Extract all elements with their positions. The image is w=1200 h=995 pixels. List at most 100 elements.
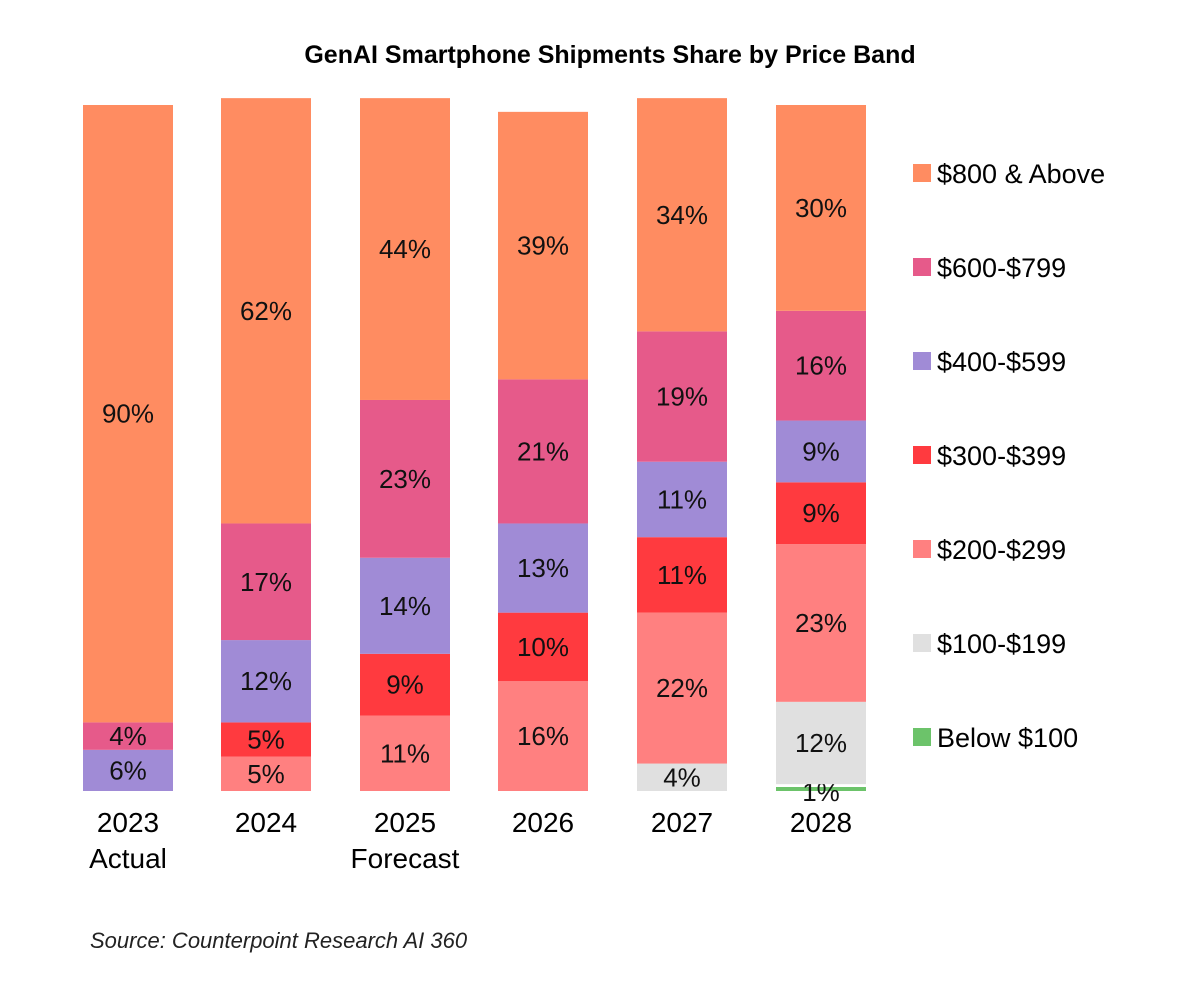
data-label-200-299-2025: 11%	[380, 738, 430, 768]
bar-stack-2028: 1%12%23%9%9%16%30%	[776, 105, 866, 807]
data-label-800-above-2028: 30%	[795, 193, 847, 223]
legend-swatch-200-299	[913, 540, 931, 558]
data-label-200-299-2026: 16%	[517, 721, 569, 751]
bar-segment-100-199-2027	[637, 763, 727, 791]
legend-label-below-100: Below $100	[937, 723, 1078, 753]
legend-label-600-799: $600-$799	[937, 253, 1066, 283]
legend-item-800-above: $800 & Above	[913, 159, 1105, 189]
legend-label-200-299: $200-$299	[937, 535, 1066, 565]
bar-segment-200-299-2028	[776, 544, 866, 702]
data-label-600-799-2023: 4%	[109, 721, 147, 751]
data-label-600-799-2027: 19%	[656, 382, 708, 412]
bars-group: 6% 4% 90% 5% 5% 12% 17% 62% 11% 9% 14% 23% 44% 16% 10%…	[83, 98, 866, 807]
legend-item-300-399: $300-$399	[913, 441, 1066, 471]
x-tick-label-2024: 2024	[235, 807, 297, 838]
data-label-100-199-2028: 12%	[795, 728, 847, 758]
bar-segment-800-above-2023	[83, 105, 173, 723]
bar-segment-600-799-2023	[83, 722, 173, 750]
legend-item-600-799: $600-$799	[913, 253, 1066, 283]
bar-segment-800-above-2025	[360, 98, 450, 400]
bar-segment-400-599-2024	[221, 640, 311, 723]
bar-stack-2026: 16% 10% 13% 21% 39%	[498, 111, 588, 791]
bar-segment-800-above-2024	[221, 98, 311, 524]
data-label-800-above-2025: 44%	[379, 234, 431, 264]
bar-segment-300-399-2028	[776, 482, 866, 545]
bar-segment-600-799-2024	[221, 523, 311, 641]
bar-segment-300-399-2025	[360, 653, 450, 716]
bar-segment-600-799-2027	[637, 331, 727, 462]
bar-segment-800-above-2027	[637, 98, 727, 332]
legend-swatch-800-above	[913, 164, 931, 182]
data-label-200-299-2024: 5%	[247, 759, 285, 789]
bar-segment-400-599-2023	[83, 749, 173, 791]
x-tick-label-2027: 2027	[651, 807, 713, 838]
legend-label-100-199: $100-$199	[937, 629, 1066, 659]
bar-segment-400-599-2027	[637, 461, 727, 538]
bar-segment-800-above-2026	[498, 111, 588, 380]
data-label-600-799-2028: 16%	[795, 351, 847, 381]
bar-segment-200-299-2024	[221, 756, 311, 791]
bar-segment-300-399-2026	[498, 612, 588, 682]
data-label-800-above-2027: 34%	[656, 200, 708, 230]
bar-segment-200-299-2027	[637, 612, 727, 764]
x-tick-label-2025: 2025	[374, 807, 436, 838]
bar-segment-200-299-2025	[360, 715, 450, 791]
legend-label-800-above: $800 & Above	[937, 159, 1105, 189]
data-label-800-above-2026: 39%	[517, 231, 569, 261]
legend-swatch-below-100	[913, 728, 931, 746]
data-label-100-199-2027: 4%	[663, 762, 701, 792]
legend-label-300-399: $300-$399	[937, 441, 1066, 471]
source-note: Source: Counterpoint Research AI 360	[90, 928, 468, 953]
bar-stack-2024: 5% 5% 12% 17% 62%	[221, 98, 311, 791]
bar-segment-600-799-2028	[776, 310, 866, 421]
x-tick-sublabel-actual: Actual	[89, 843, 167, 874]
x-tick-label-2026: 2026	[512, 807, 574, 838]
data-label-800-above-2023: 90%	[102, 399, 154, 429]
bar-segment-300-399-2027	[637, 537, 727, 613]
chart-title: GenAI Smartphone Shipments Share by Pric…	[304, 41, 915, 69]
legend-swatch-300-399	[913, 446, 931, 464]
legend-item-100-199: $100-$199	[913, 629, 1066, 659]
data-label-400-599-2026: 13%	[517, 553, 569, 583]
data-label-400-599-2025: 14%	[379, 591, 431, 621]
bar-segment-400-599-2028	[776, 420, 866, 483]
legend-item-below-100: Below $100	[913, 723, 1078, 753]
bar-segment-300-399-2024	[221, 722, 311, 757]
bar-stack-2025: 11% 9% 14% 23% 44%	[360, 98, 450, 791]
legend-swatch-400-599	[913, 352, 931, 370]
bar-segment-600-799-2025	[360, 399, 450, 558]
legend-swatch-100-199	[913, 634, 931, 652]
legend-item-400-599: $400-$599	[913, 347, 1066, 377]
data-label-400-599-2028: 9%	[802, 436, 840, 466]
data-label-300-399-2024: 5%	[247, 725, 285, 755]
data-label-400-599-2023: 6%	[109, 755, 147, 785]
data-label-400-599-2024: 12%	[240, 666, 292, 696]
bar-segment-400-599-2025	[360, 557, 450, 654]
data-label-600-799-2025: 23%	[379, 464, 431, 494]
data-label-600-799-2024: 17%	[240, 567, 292, 597]
bar-segment-100-199-2028	[776, 701, 866, 785]
data-label-300-399-2026: 10%	[517, 632, 569, 662]
data-label-200-299-2027: 22%	[656, 673, 708, 703]
legend: $800 & Above $600-$799 $400-$599 $300-$399 $…	[913, 159, 1105, 753]
bar-segment-800-above-2028	[776, 105, 866, 311]
data-label-600-799-2026: 21%	[517, 436, 569, 466]
data-label-800-above-2024: 62%	[240, 296, 292, 326]
bar-segment-600-799-2026	[498, 379, 588, 524]
data-label-400-599-2027: 11%	[657, 484, 707, 514]
x-axis-labels: 2023 Actual 2024 2025 Forecast 2026 2027 2028	[89, 807, 852, 874]
data-label-300-399-2025: 9%	[386, 670, 424, 700]
x-tick-label-2028: 2028	[790, 807, 852, 838]
x-tick-sublabel-forecast: Forecast	[351, 843, 460, 874]
bar-segment-below-100-2028	[776, 787, 866, 791]
legend-item-200-299: $200-$299	[913, 535, 1066, 565]
bar-stack-2027: 4% 22% 11% 11% 19% 34%	[637, 98, 727, 792]
x-tick-label-2023: 2023	[97, 807, 159, 838]
bar-segment-400-599-2026	[498, 523, 588, 613]
legend-swatch-600-799	[913, 258, 931, 276]
legend-label-400-599: $400-$599	[937, 347, 1066, 377]
bar-segment-200-299-2026	[498, 681, 588, 791]
data-label-300-399-2028: 9%	[802, 498, 840, 528]
bar-stack-2023: 6% 4% 90%	[83, 105, 173, 791]
